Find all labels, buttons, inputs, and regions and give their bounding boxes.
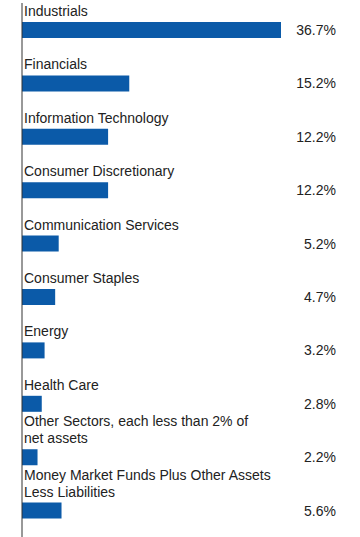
svg-text:12.2%: 12.2%	[296, 129, 336, 145]
svg-text:Other Sectors, each less than: Other Sectors, each less than 2% of	[24, 413, 248, 429]
svg-text:Health Care: Health Care	[24, 377, 99, 393]
svg-text:4.7%: 4.7%	[304, 289, 336, 305]
svg-text:15.2%: 15.2%	[296, 75, 336, 91]
svg-text:5.2%: 5.2%	[304, 236, 336, 252]
svg-text:Information Technology: Information Technology	[24, 110, 169, 126]
svg-text:Consumer Discretionary: Consumer Discretionary	[24, 163, 174, 179]
svg-text:Less Liabilities: Less Liabilities	[24, 484, 115, 500]
svg-text:Financials: Financials	[24, 56, 87, 72]
svg-text:Consumer Staples: Consumer Staples	[24, 270, 139, 286]
svg-text:Money Market Funds Plus Other: Money Market Funds Plus Other Assets	[24, 467, 271, 483]
svg-text:net assets: net assets	[24, 430, 88, 446]
svg-text:Industrials: Industrials	[24, 3, 88, 19]
svg-text:5.6%: 5.6%	[304, 503, 336, 519]
svg-text:2.8%: 2.8%	[304, 396, 336, 412]
svg-text:3.2%: 3.2%	[304, 342, 336, 358]
svg-text:36.7%: 36.7%	[296, 22, 336, 38]
svg-text:2.2%: 2.2%	[304, 449, 336, 465]
svg-text:Communication Services: Communication Services	[24, 217, 179, 233]
svg-text:12.2%: 12.2%	[296, 182, 336, 198]
svg-text:Energy: Energy	[24, 323, 68, 339]
